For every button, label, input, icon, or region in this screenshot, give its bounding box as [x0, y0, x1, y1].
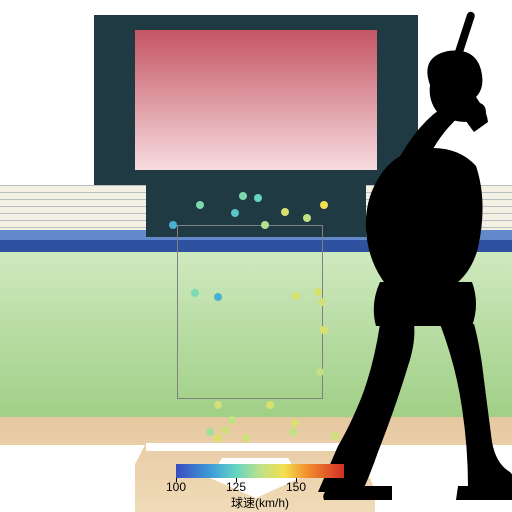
- colorbar: [176, 464, 344, 478]
- batter-silhouette: [0, 0, 512, 512]
- colorbar-tick: 125: [226, 480, 246, 494]
- colorbar-tick: 100: [166, 480, 186, 494]
- colorbar-caption: 球速(km/h): [231, 494, 289, 511]
- colorbar-tick: 150: [286, 480, 306, 494]
